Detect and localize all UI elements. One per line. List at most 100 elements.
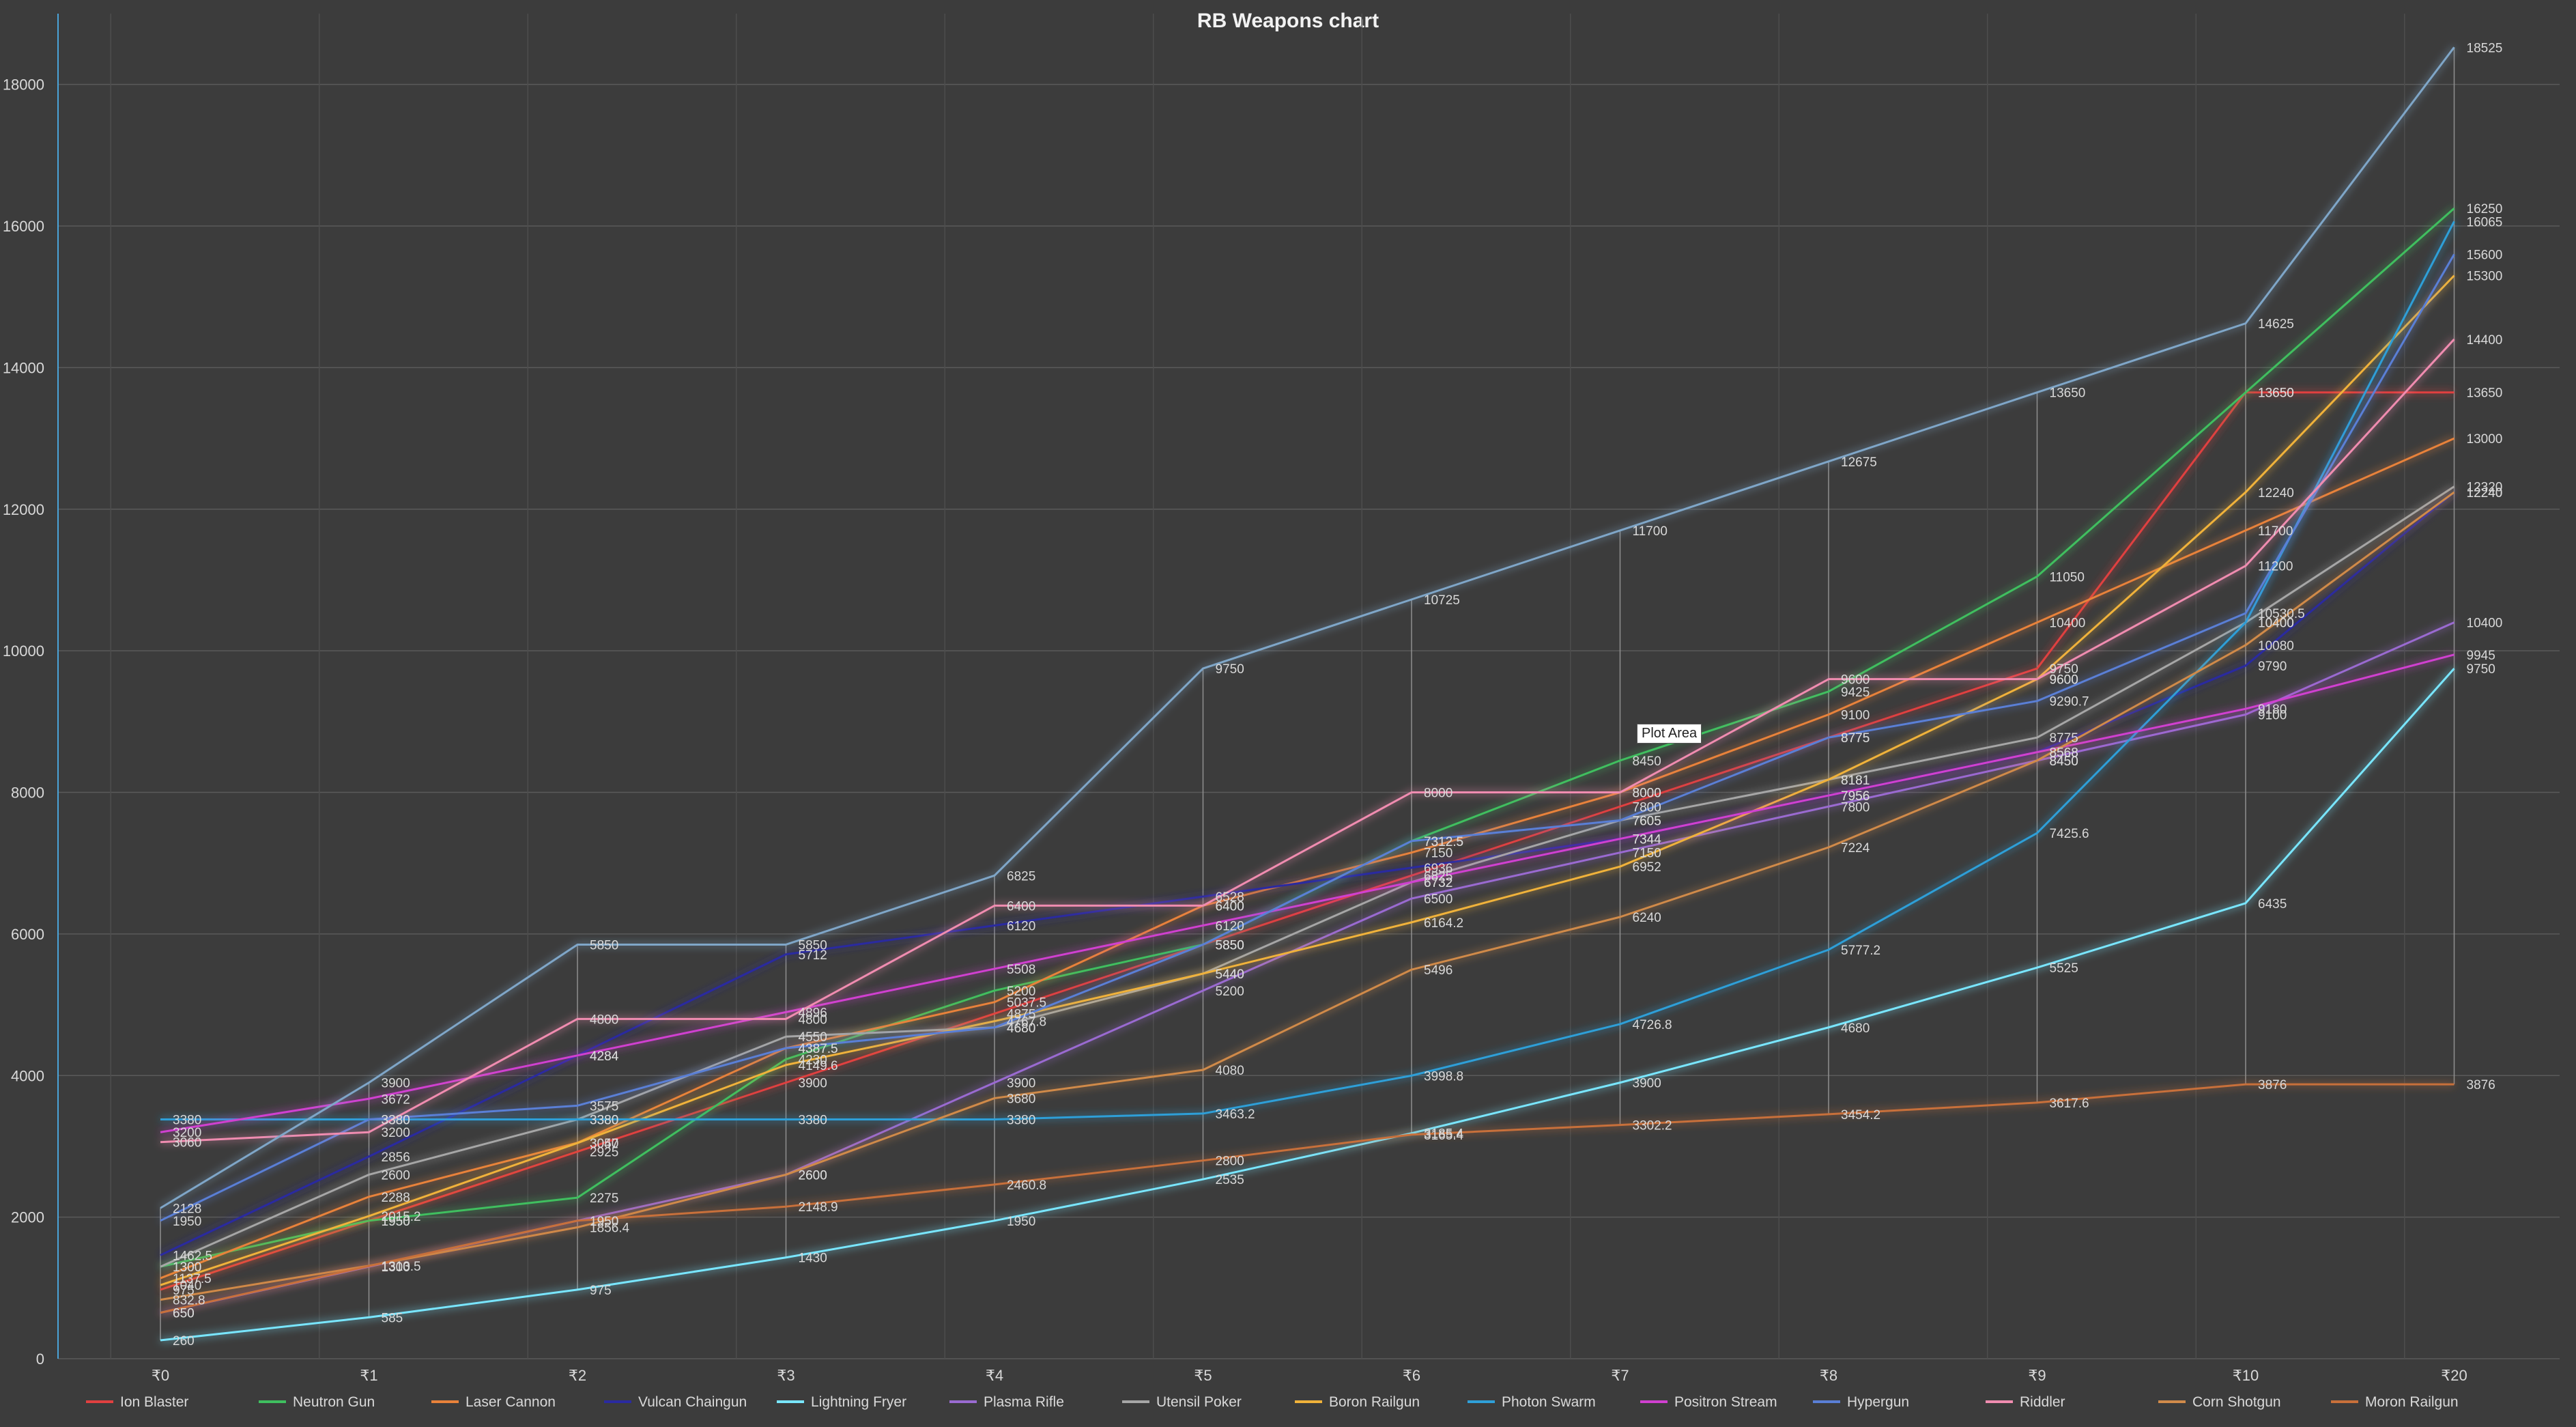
data-label: 16250	[2467, 202, 2503, 216]
data-label: 10400	[2050, 617, 2086, 631]
data-label: 9790	[2258, 660, 2287, 674]
data-label: 7224	[1841, 841, 1870, 856]
series-line	[160, 338, 2455, 1144]
data-label: 12240	[2467, 486, 2503, 500]
data-label: 13650	[2258, 386, 2294, 401]
data-label: 3454.2	[1841, 1108, 1880, 1122]
data-label: 6120	[1216, 919, 1244, 933]
data-label: 7956	[1841, 789, 1870, 804]
data-label: 4800	[799, 1013, 827, 1027]
data-label: 10400	[2467, 617, 2503, 631]
data-label: 4726.8	[1633, 1018, 1672, 1032]
data-label: 9290.7	[2050, 695, 2089, 709]
data-label: 650	[173, 1307, 195, 1321]
x-tick-label: ₹10	[2233, 1367, 2259, 1384]
data-label: 15600	[2467, 249, 2503, 263]
data-label: 1430	[799, 1252, 827, 1266]
data-label: 9600	[2050, 673, 2078, 688]
y-tick-label: 6000	[11, 926, 44, 943]
legend-entry: Utensil Poker	[1156, 1394, 1242, 1410]
data-label: 3380	[1007, 1114, 1035, 1128]
legend-entry: Vulcan Chaingun	[638, 1394, 747, 1410]
data-label: 1856.4	[590, 1221, 630, 1236]
series-line	[160, 46, 2455, 1209]
data-label: 4284	[590, 1049, 619, 1064]
legend-entry: Plasma Rifle	[984, 1394, 1064, 1410]
data-label: 9945	[2467, 649, 2495, 663]
data-label: 3302.2	[1633, 1119, 1672, 1133]
data-label: 832.8	[173, 1294, 205, 1308]
data-label: 1950	[590, 1215, 618, 1229]
data-label: 5777.2	[1841, 944, 1880, 958]
data-label: 9750	[2467, 662, 2495, 677]
series-lines	[160, 46, 2455, 1342]
data-label: 5525	[2050, 961, 2078, 976]
data-label: 5508	[1007, 963, 1035, 977]
data-label: 7312.5	[1424, 835, 1463, 849]
data-label: 8568	[2050, 746, 2078, 761]
data-label: 7956	[1841, 789, 1870, 804]
legend-entry: Ion Blaster	[120, 1394, 188, 1410]
data-label: 1040	[173, 1279, 201, 1293]
data-label: 6240	[1633, 911, 1661, 925]
data-label: 8450	[2050, 754, 2078, 769]
data-label: 4800	[590, 1013, 618, 1027]
data-label: 11700	[1633, 524, 1668, 539]
data-label: 12675	[1841, 455, 1877, 470]
data-label: 6952	[1633, 860, 1661, 875]
data-label: 6732	[1424, 876, 1452, 890]
x-tick-label: ₹2	[569, 1367, 586, 1384]
data-label: 3047	[590, 1137, 618, 1151]
series-line	[160, 621, 2455, 1314]
data-label: 7312.5	[1424, 835, 1463, 849]
data-label: 3575	[590, 1099, 618, 1114]
series-line	[160, 221, 2455, 1121]
data-label: 6400	[1216, 899, 1244, 914]
x-tick-label: ₹7	[1611, 1367, 1629, 1384]
data-label: 10725	[1424, 593, 1460, 608]
data-label: 6164.2	[1424, 916, 1463, 931]
data-label: 2128	[173, 1202, 201, 1216]
series-line	[160, 274, 2455, 1286]
data-label: 8000	[1633, 787, 1661, 801]
y-tick-label: 8000	[11, 785, 44, 802]
data-label: 6500	[1424, 892, 1452, 907]
data-label: 8450	[1633, 754, 1661, 769]
data-label: 650	[173, 1307, 195, 1321]
y-tick-label: 18000	[3, 76, 44, 94]
x-tick-label: ₹0	[152, 1367, 169, 1384]
data-label: 9750	[1216, 662, 1244, 677]
data-label: 9100	[2258, 708, 2287, 722]
data-label: 5200	[1007, 985, 1035, 999]
data-label: 5200	[1216, 985, 1244, 999]
chart-title: RB Weapons chart	[1197, 10, 1379, 32]
series-line	[160, 491, 2455, 1301]
data-label: 5850	[590, 938, 618, 952]
data-label: 7150	[1424, 847, 1452, 861]
data-label: 3463.2	[1216, 1107, 1255, 1122]
data-label: 3680	[1007, 1092, 1035, 1106]
data-label: 8568	[2050, 746, 2078, 761]
data-label: 4149.6	[799, 1059, 838, 1073]
data-label: 3165.4	[1424, 1129, 1464, 1143]
data-label: 6400	[1216, 899, 1244, 914]
y-tick-label: 4000	[11, 1067, 44, 1084]
data-label: 4080	[1216, 1064, 1244, 1078]
data-label: 2925	[590, 1146, 618, 1160]
x-tick-label: ₹20	[2441, 1367, 2467, 1384]
data-label: 5850	[1216, 938, 1244, 952]
legend-entry: Boron Railgun	[1329, 1394, 1420, 1410]
data-label: 9750	[2050, 662, 2078, 677]
legend-entry: Neutron Gun	[293, 1394, 375, 1410]
data-label: 13650	[2050, 386, 2086, 401]
legend-entry: Moron Railgun	[2365, 1394, 2459, 1410]
data-label: 3380	[173, 1114, 201, 1128]
data-label: 7425.6	[2050, 827, 2089, 841]
data-label: 4550	[799, 1030, 827, 1045]
y-tick-label: 10000	[3, 642, 44, 660]
data-label: 1300	[382, 1260, 410, 1275]
data-label: 9180	[2258, 703, 2287, 717]
series-line	[160, 437, 2455, 1280]
